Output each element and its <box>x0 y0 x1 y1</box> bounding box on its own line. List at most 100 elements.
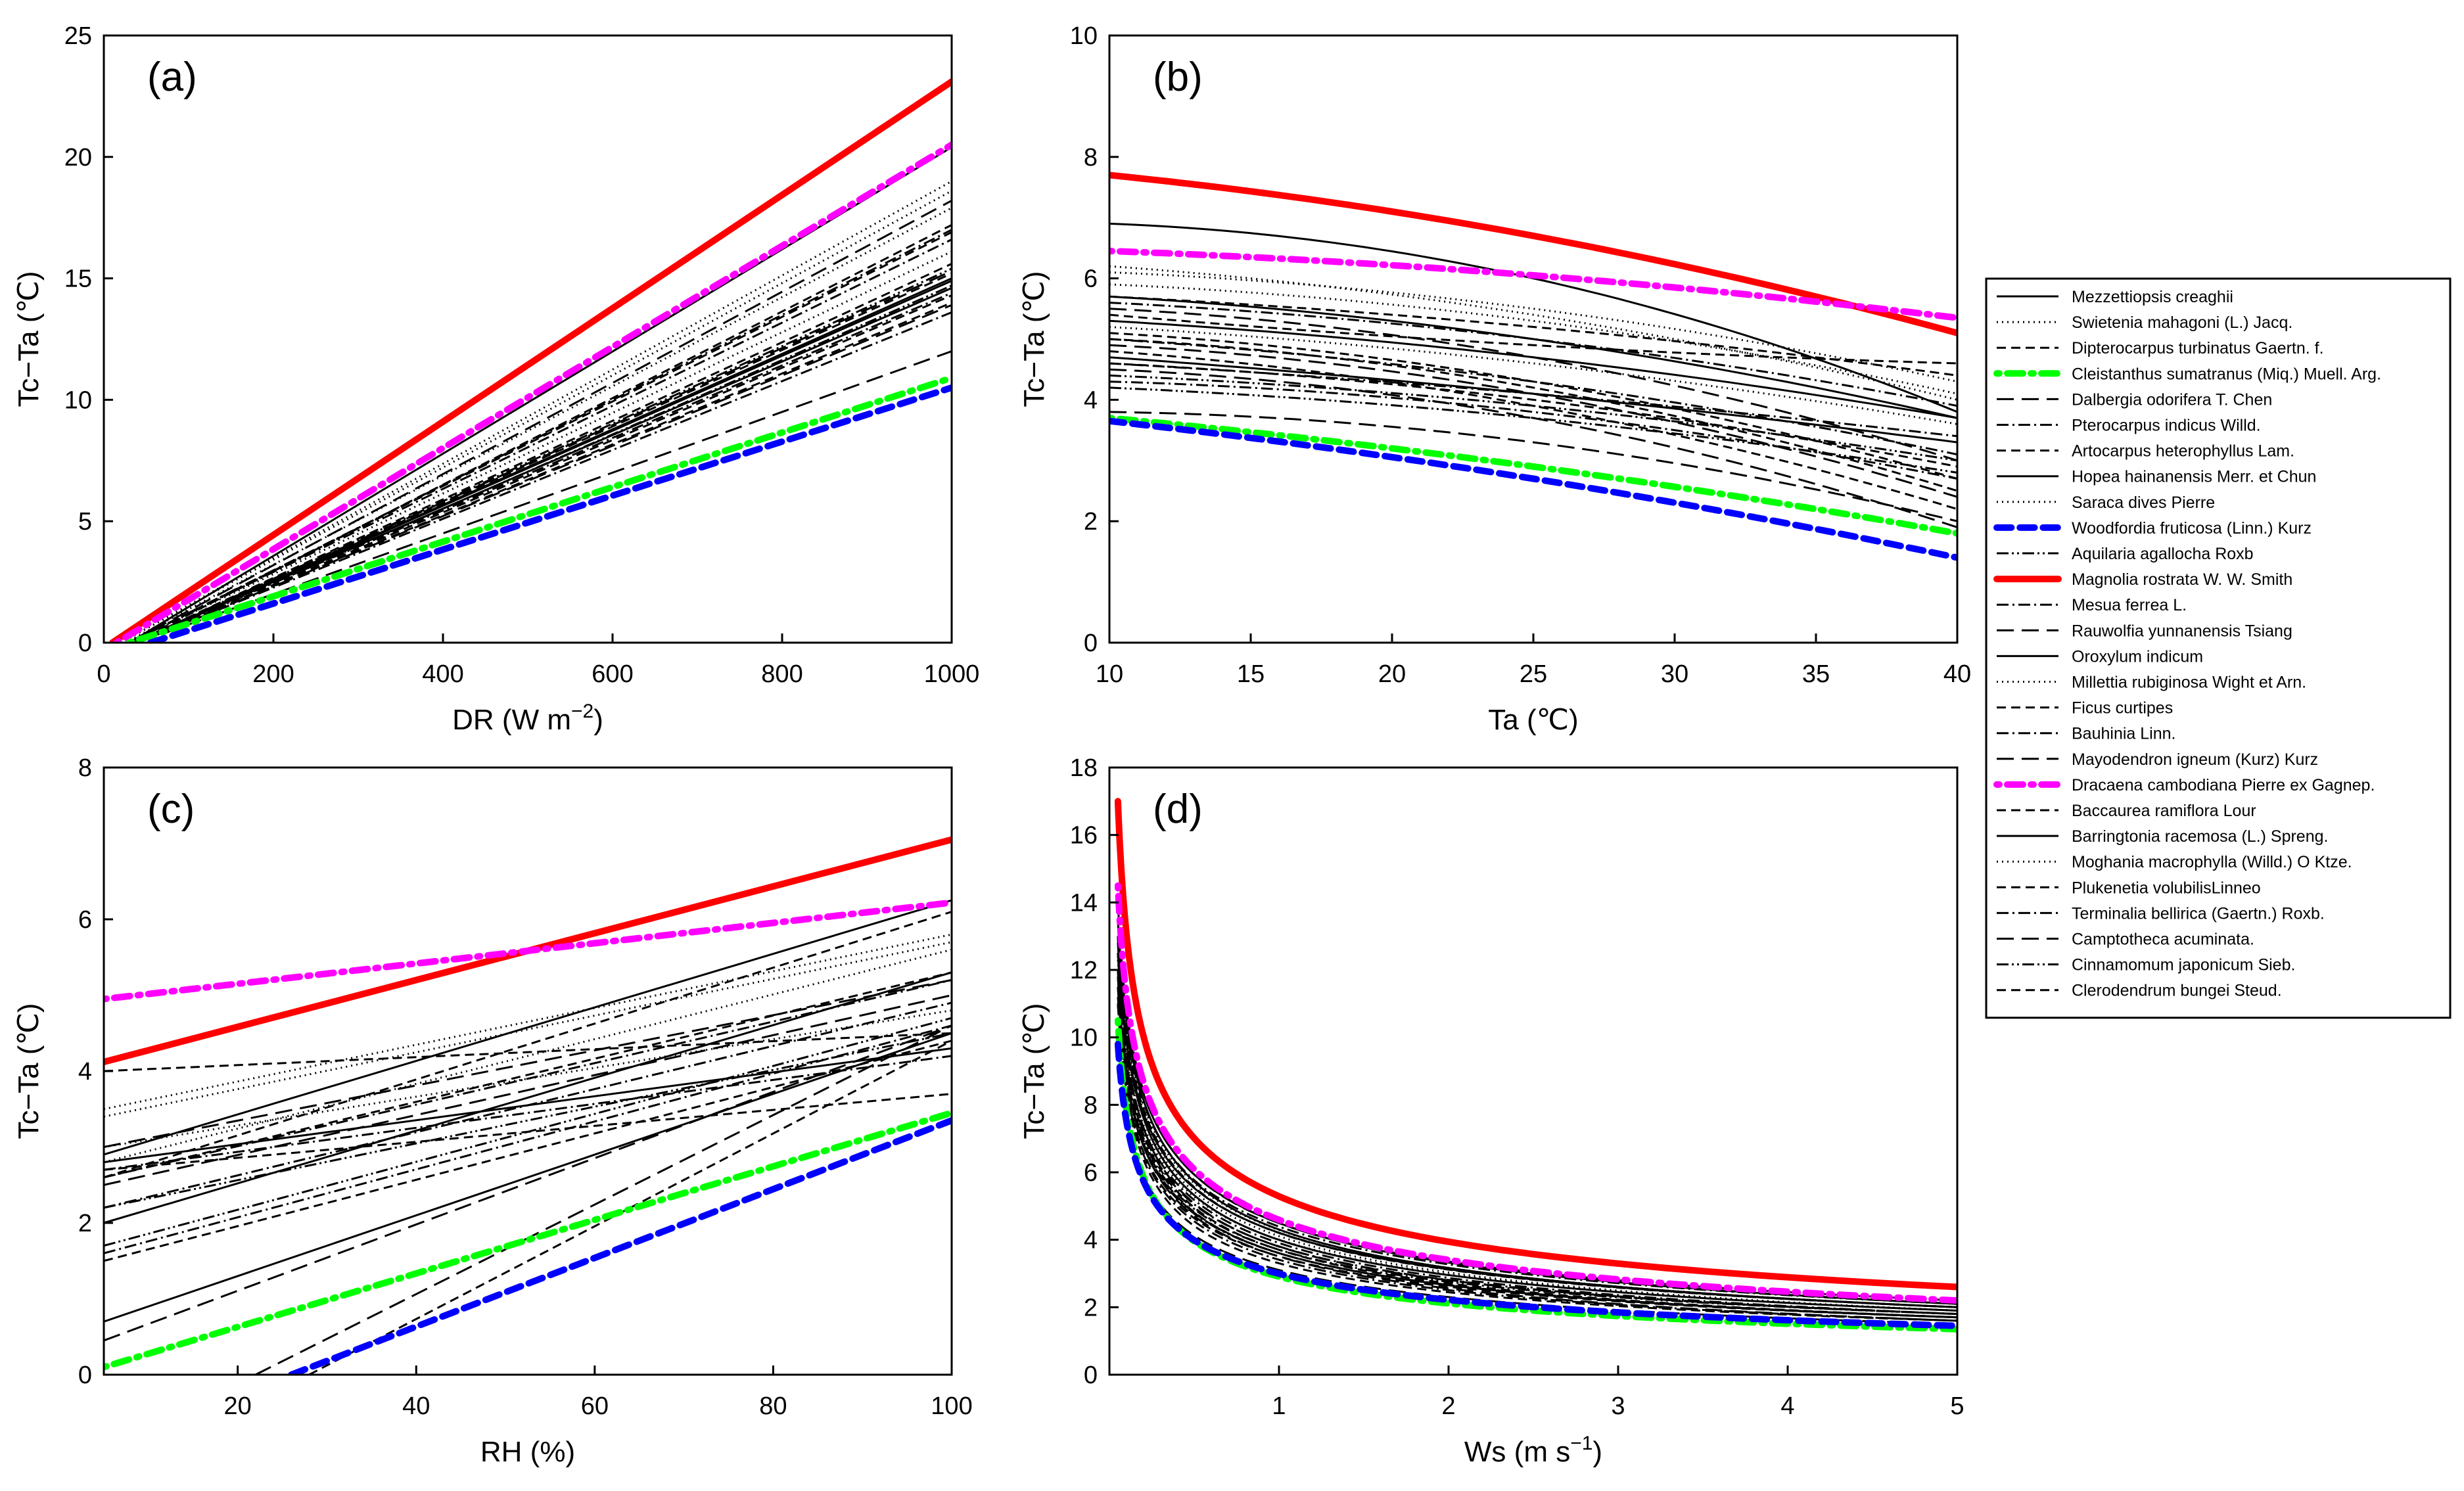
y-tick-label: 4 <box>1084 386 1098 414</box>
series-line <box>113 141 952 643</box>
panel-a: 0 200 400 600 800 1000 0 5 10 15 20 25 (a) DR (W m−2)… <box>12 22 979 736</box>
series-line <box>104 1040 952 1262</box>
x-tick-label: 100 <box>931 1392 972 1420</box>
x-tick-label: 40 <box>1943 660 1971 688</box>
x-tick-label: 0 <box>97 660 110 688</box>
y-tick-label: 18 <box>1070 754 1098 782</box>
y-tick-label: 0 <box>1084 1362 1098 1389</box>
series-line <box>288 1117 952 1375</box>
series-line <box>129 239 952 643</box>
y-tick-label: 0 <box>1084 630 1098 657</box>
series-line <box>255 1024 952 1375</box>
series-line <box>1117 936 1957 1308</box>
y-tick-label: 2 <box>1084 508 1098 536</box>
panel-label: (d) <box>1153 787 1203 832</box>
series-line <box>133 267 952 643</box>
legend-label: Magnolia rostrata W. W. Smith <box>2072 570 2292 589</box>
y-tick-label: 2 <box>78 1210 92 1237</box>
series-line <box>104 1093 952 1171</box>
series-line <box>104 1032 952 1323</box>
legend-label: Mesua ferrea L. <box>2072 596 2187 614</box>
series-line <box>129 250 952 643</box>
y-tick-label: 6 <box>1084 265 1098 293</box>
x-axis-title: DR (W m−2) <box>452 700 603 736</box>
legend-label: Aquilaria agallocha Roxb <box>2072 545 2254 563</box>
series-line <box>1109 415 1957 537</box>
series-line <box>1109 356 1957 444</box>
series-group <box>104 836 952 1375</box>
y-tick-label: 10 <box>1070 22 1098 50</box>
legend-label: Terminalia bellirica (Gaertn.) Roxb. <box>2072 904 2325 923</box>
x-tick-label: 400 <box>422 660 463 688</box>
series-line <box>1109 380 1957 480</box>
panel-b: 10 15 20 25 30 35 40 0 2 4 6 8 10 (b) Ta (℃) Tc−Ta (℃) <box>1018 22 1971 736</box>
x-tick-label: 1 <box>1272 1392 1286 1420</box>
y-tick-label: 8 <box>78 754 92 782</box>
x-tick-label: 600 <box>592 660 633 688</box>
y-tick-label: 6 <box>1084 1159 1098 1187</box>
y-tick-label: 20 <box>64 144 92 172</box>
legend-label: Woodfordia fruticosa (Linn.) Kurz <box>2072 519 2312 538</box>
legend-label: Mezzettiopsis creaghii <box>2072 288 2233 306</box>
series-line <box>1117 942 1957 1308</box>
series-line <box>104 1024 952 1254</box>
series-line <box>1109 368 1957 528</box>
series-line <box>1109 295 1957 419</box>
y-tick-label: 10 <box>64 386 92 414</box>
x-tick-label: 80 <box>759 1392 787 1420</box>
series-line <box>1117 919 1957 1305</box>
y-axis-title: Tc−Ta (℃) <box>1018 1003 1050 1139</box>
series-line <box>104 948 952 1164</box>
y-tick-label: 0 <box>78 630 92 657</box>
series-line <box>104 1047 952 1164</box>
x-tick-label: 3 <box>1611 1392 1625 1420</box>
y-axis-title: Tc−Ta (℃) <box>12 1003 45 1139</box>
y-axis-title: Tc−Ta (℃) <box>12 271 45 407</box>
y-tick-label: 4 <box>78 1058 92 1086</box>
series-line <box>133 292 952 643</box>
series-line <box>104 1009 952 1148</box>
y-tick-label: 5 <box>78 508 92 536</box>
y-tick-label: 8 <box>1084 1091 1098 1119</box>
x-tick-label: 5 <box>1950 1392 1964 1420</box>
series-line <box>133 287 952 643</box>
series-line <box>104 1032 952 1072</box>
series-line <box>104 899 952 1156</box>
series-line <box>137 294 952 643</box>
legend-label: Rauwolfia yunnanensis Tsiang <box>2072 622 2292 640</box>
legend-label: Mayodendron igneum (Kurz) Kurz <box>2072 750 2318 769</box>
series-line <box>1109 362 1957 438</box>
y-tick-label: 12 <box>1070 957 1098 984</box>
x-tick-label: 1000 <box>924 660 980 688</box>
x-tick-label: 800 <box>761 660 802 688</box>
x-tick-label: 20 <box>224 1392 252 1420</box>
series-line <box>1114 1040 1957 1329</box>
x-axis-title: Ws (m s−1) <box>1464 1433 1602 1468</box>
series-line <box>104 911 952 1179</box>
y-tick-label: 2 <box>1084 1294 1098 1321</box>
series-line <box>1109 411 1957 522</box>
y-tick-label: 10 <box>1070 1024 1098 1052</box>
series-line <box>126 375 952 643</box>
panel-label: (b) <box>1153 55 1203 100</box>
y-tick-label: 0 <box>78 1362 92 1389</box>
y-tick-label: 4 <box>1084 1227 1098 1254</box>
y-axis-title: Tc−Ta (℃) <box>1018 271 1050 407</box>
plot-frame <box>103 34 953 644</box>
legend-label: Clerodendrum bungei Steud. <box>2072 982 2282 1000</box>
x-axis-title: Ta (℃) <box>1488 704 1578 736</box>
series-line <box>124 207 952 643</box>
y-tick-label: 25 <box>64 22 92 50</box>
legend-label: Millettia rubiginosa Wight et Arn. <box>2072 674 2306 692</box>
series-line <box>1109 295 1957 377</box>
legend-label: Oroxylum indicum <box>2072 647 2203 666</box>
series-line <box>1109 308 1957 462</box>
legend-label: Baccaurea ramiflora Lour <box>2072 802 2256 820</box>
series-line <box>129 231 952 643</box>
legend-label: Saraca dives Pierre <box>2072 493 2215 512</box>
series-line <box>120 180 952 643</box>
legend-label: Cleistanthus sumatranus (Miq.) Muell. Ar… <box>2072 365 2381 383</box>
series-line <box>1109 332 1957 480</box>
